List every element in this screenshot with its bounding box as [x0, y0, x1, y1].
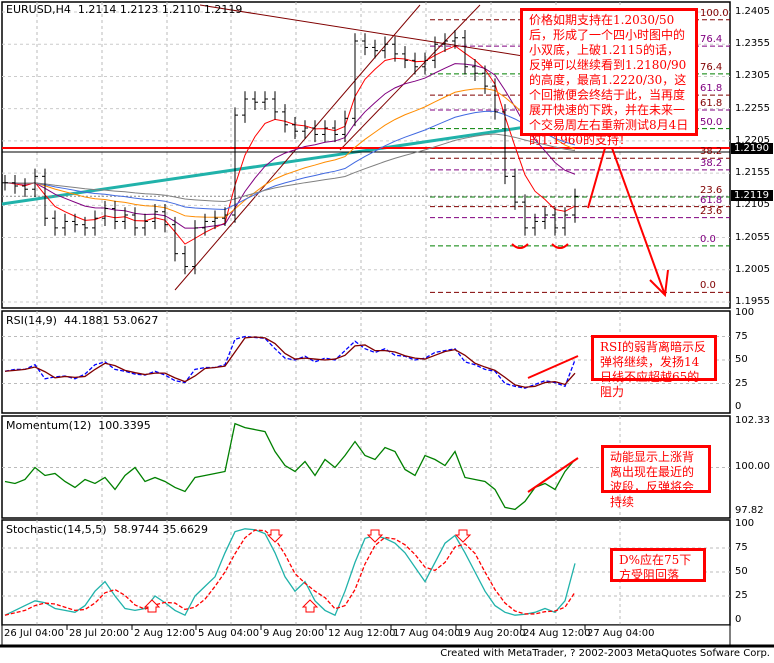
x-axis-label: 17 Aug 04:00 [393, 628, 461, 639]
y-axis-label: 0 [735, 401, 742, 412]
x-axis-label: 26 Jul 04:00 [4, 628, 64, 639]
x-axis-label: 24 Aug 12:00 [523, 628, 591, 639]
y-axis-label: 1.2005 [735, 263, 770, 275]
down-arrow-icon [454, 529, 472, 543]
stochastic-main-line [4, 528, 576, 617]
fib-level-label: 76.4 [700, 61, 723, 73]
momentum-annotation: 动能显示上涨背离出现在最近的波段，反弹将会持续 [601, 445, 711, 509]
x-axis-label: 19 Aug 20:00 [458, 628, 526, 639]
down-arrow-icon [266, 529, 284, 543]
fib-level-label: 0.0 [700, 233, 716, 245]
fib-level-label: 38.2 [700, 157, 723, 169]
y-axis-label: 25 [735, 590, 748, 601]
x-axis-label: 12 Aug 12:00 [328, 628, 396, 639]
stochastic-signal-line [4, 529, 576, 616]
momentum-divergence-line [527, 457, 579, 493]
rsi-signal-line [4, 335, 576, 389]
channel-line [339, 4, 481, 151]
y-axis-label: 50 [735, 354, 748, 365]
y-axis-label: 75 [735, 542, 748, 553]
x-axis-label: 2 Aug 12:00 [134, 628, 196, 639]
fib-level-label: 0.0 [700, 280, 716, 292]
x-axis-label: 5 Aug 04:00 [198, 628, 260, 639]
fib-level-label: 38.2 [700, 146, 723, 158]
fib-level-label: 61.8 [700, 194, 723, 206]
stochastic-annotation: D%应在75下方受阻回落 [610, 548, 706, 582]
y-axis-label: 1.1955 [735, 296, 770, 307]
fib-level-label: 61.8 [700, 97, 723, 109]
main-title: EURUSD,H4 1.2114 1.2123 1.2110 1.2119 [6, 3, 243, 16]
y-axis-label: 75 [735, 330, 748, 342]
momentum-title: Momentum(12) 100.3395 [6, 419, 151, 432]
x-axis-label: 9 Aug 20:00 [263, 628, 325, 639]
double-bottom-marker [511, 243, 529, 249]
moving-average-line [4, 88, 576, 218]
x-axis-label: 27 Aug 04:00 [587, 628, 655, 639]
current-price-box: 1.2119 [731, 190, 773, 201]
y-axis-label: 1.2205 [735, 134, 770, 146]
double-bottom-marker [551, 243, 569, 249]
rsi-line [4, 336, 576, 388]
y-axis-label: 25 [735, 377, 748, 389]
fib-level-label: 23.6 [700, 184, 723, 196]
y-axis-label: 1.2255 [735, 102, 770, 114]
rsi-divergence-line [527, 355, 579, 379]
y-axis-label: 1.2405 [735, 6, 770, 17]
stochastic-title: Stochastic(14,5,5) 58.9744 35.6629 [6, 523, 208, 536]
y-axis-label: 1.2105 [735, 199, 770, 211]
moving-average-line [4, 110, 576, 210]
y-axis-label: 1.2355 [735, 38, 770, 50]
rsi-annotation: RSI的弱背离暗示反弹将继续，发扬14日线不应超越65的阻力 [591, 335, 717, 399]
trend-line [1, 120, 561, 206]
channel-line [199, 4, 581, 66]
momentum-line [4, 422, 576, 511]
up-arrow-icon [301, 599, 319, 613]
x-axis-label: 28 Jul 20:00 [69, 628, 129, 639]
moving-average-line [4, 45, 576, 245]
fib-level-label: 76.4 [700, 34, 723, 46]
fib-level-label: 61.8 [700, 83, 723, 95]
y-axis-label: 1.2055 [735, 231, 770, 243]
y-axis-label: 100 [735, 307, 755, 318]
footer-credit: Created with MetaTrader, ? 2002-2003 Met… [440, 648, 770, 659]
y-axis-label: 50 [735, 566, 748, 577]
y-axis-label: 102.33 [735, 415, 770, 426]
y-axis-label: 100.00 [735, 461, 770, 473]
main-annotation: 价格如期支持在1.2030/50后，形成了一个四小时图中的小双底，上破1.211… [520, 8, 698, 147]
moving-average-line [4, 63, 576, 229]
up-arrow-icon [143, 599, 161, 613]
moving-average-line [4, 133, 576, 202]
y-axis-label: 100 [735, 518, 755, 529]
y-axis-label: 0 [735, 614, 742, 625]
arrow-head [649, 269, 669, 298]
fib-level-label: 100.0 [700, 7, 729, 19]
fib-level-label: 23.6 [700, 205, 723, 217]
rsi-title: RSI(14,9) 44.1881 53.0627 [6, 314, 159, 327]
fib-level-label: 50.0 [700, 116, 723, 128]
forecast-arrow [587, 147, 666, 296]
y-axis-label: 1.2305 [735, 70, 770, 82]
resistance-price-box: 1.2190 [731, 143, 773, 154]
down-arrow-icon [366, 529, 384, 543]
y-axis-label: 1.2155 [735, 167, 770, 179]
y-axis-label: 97.82 [735, 505, 764, 516]
